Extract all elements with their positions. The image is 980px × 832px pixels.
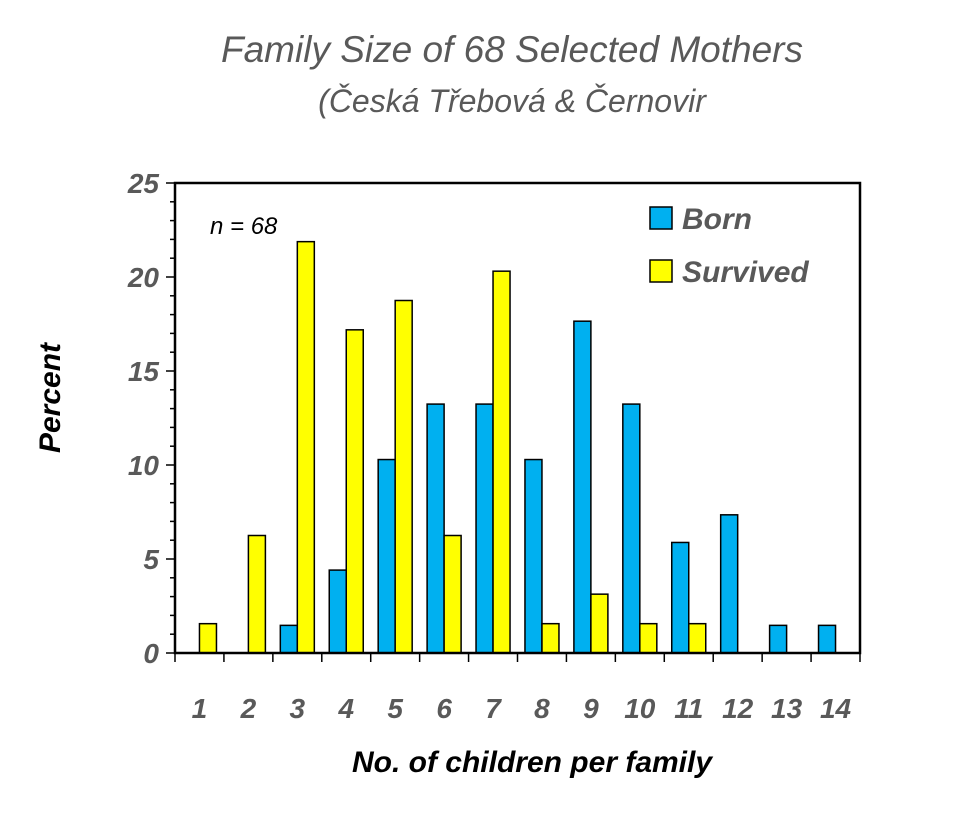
y-tick-label: 25 [127, 168, 160, 199]
bar-born-5 [377, 458, 396, 654]
x-tick-label: 10 [624, 693, 656, 724]
bar-born-8 [524, 458, 543, 654]
bar-survived-5 [394, 299, 413, 654]
legend-label-survived: Survived [682, 256, 809, 289]
x-tick-label: 11 [674, 693, 703, 724]
bar-born-7 [475, 403, 494, 654]
y-tick-label: 15 [128, 356, 160, 387]
bar-survived-1 [198, 622, 218, 654]
y-axis-label: Percent [34, 341, 67, 453]
bar-born-13 [768, 624, 788, 654]
x-tick-label: 6 [436, 693, 452, 724]
bar-survived-4 [345, 329, 364, 654]
bar-born-3 [279, 624, 299, 654]
legend-swatch-survived [649, 259, 673, 283]
y-tick-label: 5 [143, 544, 159, 575]
y-tick-label: 0 [143, 638, 159, 669]
bar-born-9 [573, 320, 592, 654]
bar-survived-3 [296, 240, 316, 654]
bar-survived-11 [688, 622, 707, 654]
chart-title: Family Size of 68 Selected Mothers [221, 29, 803, 70]
bar-born-11 [671, 541, 690, 654]
chart-subtitle: (Česká Třebová & Černovir [318, 83, 707, 119]
x-tick-label: 9 [583, 693, 599, 724]
y-tick-label: 10 [128, 450, 160, 481]
bar-survived-9 [590, 593, 609, 654]
x-tick-label: 14 [820, 693, 852, 724]
bar-born-14 [817, 624, 837, 654]
legend-swatch-born [649, 206, 673, 230]
n-annotation: n = 68 [210, 213, 278, 240]
x-tick-label: 2 [240, 693, 257, 724]
x-tick-label: 4 [337, 693, 354, 724]
plot-frame [173, 181, 862, 655]
legend-label-born: Born [682, 203, 752, 236]
bar-survived-2 [247, 534, 267, 654]
bar-born-12 [719, 514, 739, 654]
x-tick-label: 1 [192, 693, 208, 724]
x-tick-label: 5 [387, 693, 403, 724]
x-tick-label: 8 [534, 693, 550, 724]
bar-survived-10 [639, 622, 658, 654]
bar-survived-8 [541, 622, 560, 654]
x-tick-label: 12 [722, 693, 754, 724]
x-tick-label: 7 [485, 693, 502, 724]
bar-born-4 [328, 569, 347, 654]
bar-survived-7 [492, 270, 511, 654]
legend: Born Survived [649, 203, 809, 289]
x-tick-label: 3 [290, 693, 306, 724]
bar-survived-6 [443, 534, 462, 654]
x-axis-label: No. of children per family [352, 746, 713, 779]
x-tick-label: 13 [771, 693, 803, 724]
y-tick-label: 20 [127, 262, 160, 293]
bar-born-6 [426, 403, 445, 654]
bar-born-10 [622, 403, 641, 654]
